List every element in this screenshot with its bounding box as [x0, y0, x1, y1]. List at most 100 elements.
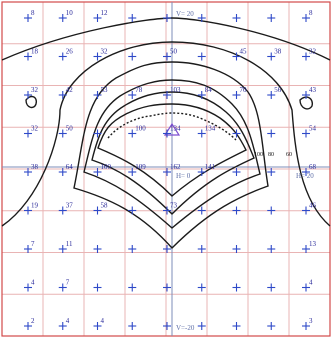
value-label: 3 [309, 317, 313, 325]
sample-point [197, 52, 206, 61]
sample-point: 38 [24, 163, 39, 176]
contours [1, 17, 331, 250]
sample-point [267, 245, 276, 253]
sample-point [267, 168, 276, 176]
sample-point: 141 [197, 163, 216, 176]
sample-point: 2 [24, 317, 35, 330]
sample-point [163, 245, 171, 253]
sample-point: 13 [302, 240, 317, 253]
apex-marker-icon [163, 122, 181, 136]
sample-point [128, 283, 137, 292]
value-label: 100 [101, 163, 112, 171]
sample-point: 32 [93, 48, 108, 61]
value-label: 141 [205, 163, 216, 171]
sample-point: 8 [24, 9, 35, 22]
sample-point: 53 [93, 86, 108, 99]
value-label: 162 [170, 163, 181, 171]
sample-point [197, 322, 206, 330]
sample-point: 134 [163, 125, 181, 138]
sample-point [232, 14, 241, 22]
value-label: 68 [309, 163, 317, 171]
sample-point [128, 322, 137, 330]
sample-point: 4 [302, 279, 313, 292]
axis-label-h-right: H= 20 [296, 172, 314, 180]
value-label: 54 [309, 125, 317, 133]
sample-point: 50 [163, 48, 178, 61]
sample-point: 50 [58, 125, 74, 138]
value-label: 100 [135, 125, 146, 133]
value-label: 58 [101, 202, 109, 210]
value-label: 4 [31, 279, 35, 287]
sample-point: 10 [58, 9, 74, 22]
sample-point [93, 245, 102, 253]
value-label: 38 [31, 163, 39, 171]
contour-label-100: 100 [254, 152, 263, 158]
value-label: 42 [66, 86, 74, 94]
sample-point: 32 [302, 48, 317, 61]
value-label: 38 [274, 48, 282, 56]
sample-point: 103 [163, 86, 181, 99]
value-label: 12 [101, 9, 109, 17]
sample-point: 58 [93, 202, 109, 215]
sample-point [93, 283, 102, 292]
sample-point [128, 245, 137, 253]
value-label: 4 [66, 317, 70, 325]
value-label: 109 [135, 163, 146, 171]
sample-point [163, 322, 171, 330]
sample-point [197, 206, 206, 215]
sample-point: 43 [302, 86, 317, 99]
sample-point [267, 206, 276, 215]
contour-outer [1, 17, 331, 61]
sample-point: 84 [197, 86, 213, 99]
value-label: 43 [309, 86, 317, 94]
axis-label-h-left: H= 0 [176, 172, 191, 180]
value-label: 70 [240, 86, 248, 94]
sample-point [232, 206, 241, 215]
sample-point [267, 14, 276, 22]
value-label: 19 [31, 202, 39, 210]
sample-point [267, 283, 276, 292]
value-label: 7 [66, 279, 70, 287]
sample-point: 46 [302, 202, 317, 215]
value-label: 32 [31, 86, 39, 94]
sample-point [232, 245, 241, 253]
value-label: 13 [309, 240, 317, 248]
contour-2 [83, 79, 261, 229]
sample-point [197, 283, 206, 292]
sample-point: 4 [24, 279, 35, 292]
sample-point: 7 [24, 240, 35, 253]
sample-point [267, 322, 276, 330]
sample-point: 32 [24, 86, 39, 99]
value-label: 32 [309, 48, 317, 56]
value-label: 18 [31, 48, 39, 56]
sample-point [128, 14, 137, 22]
value-label: 32 [31, 125, 39, 133]
sample-point: 19 [24, 202, 39, 215]
value-label: 50 [66, 125, 74, 133]
contour-4 [1, 41, 331, 227]
sample-point [267, 129, 276, 138]
value-label: 8 [309, 9, 313, 17]
sample-point: 70 [232, 86, 248, 99]
value-label: 45 [240, 48, 248, 56]
sample-point [93, 129, 102, 138]
contour-3 [73, 61, 269, 250]
value-label: 134 [205, 125, 216, 133]
value-label: 10 [66, 9, 74, 17]
value-label: 50 [170, 48, 178, 56]
value-label: 64 [66, 163, 74, 171]
sample-point [232, 129, 241, 138]
sample-point: 78 [128, 86, 143, 99]
sample-point: 38 [267, 48, 282, 61]
value-label: 7 [31, 240, 35, 248]
axis-label-v-top: V= 20 [176, 10, 194, 18]
value-label: 84 [205, 86, 213, 94]
value-label: 134 [170, 125, 181, 133]
sample-point: 162 [163, 163, 181, 176]
sample-point: 18 [24, 48, 39, 61]
sample-point: 11 [58, 240, 73, 253]
contour-1 [91, 91, 255, 215]
